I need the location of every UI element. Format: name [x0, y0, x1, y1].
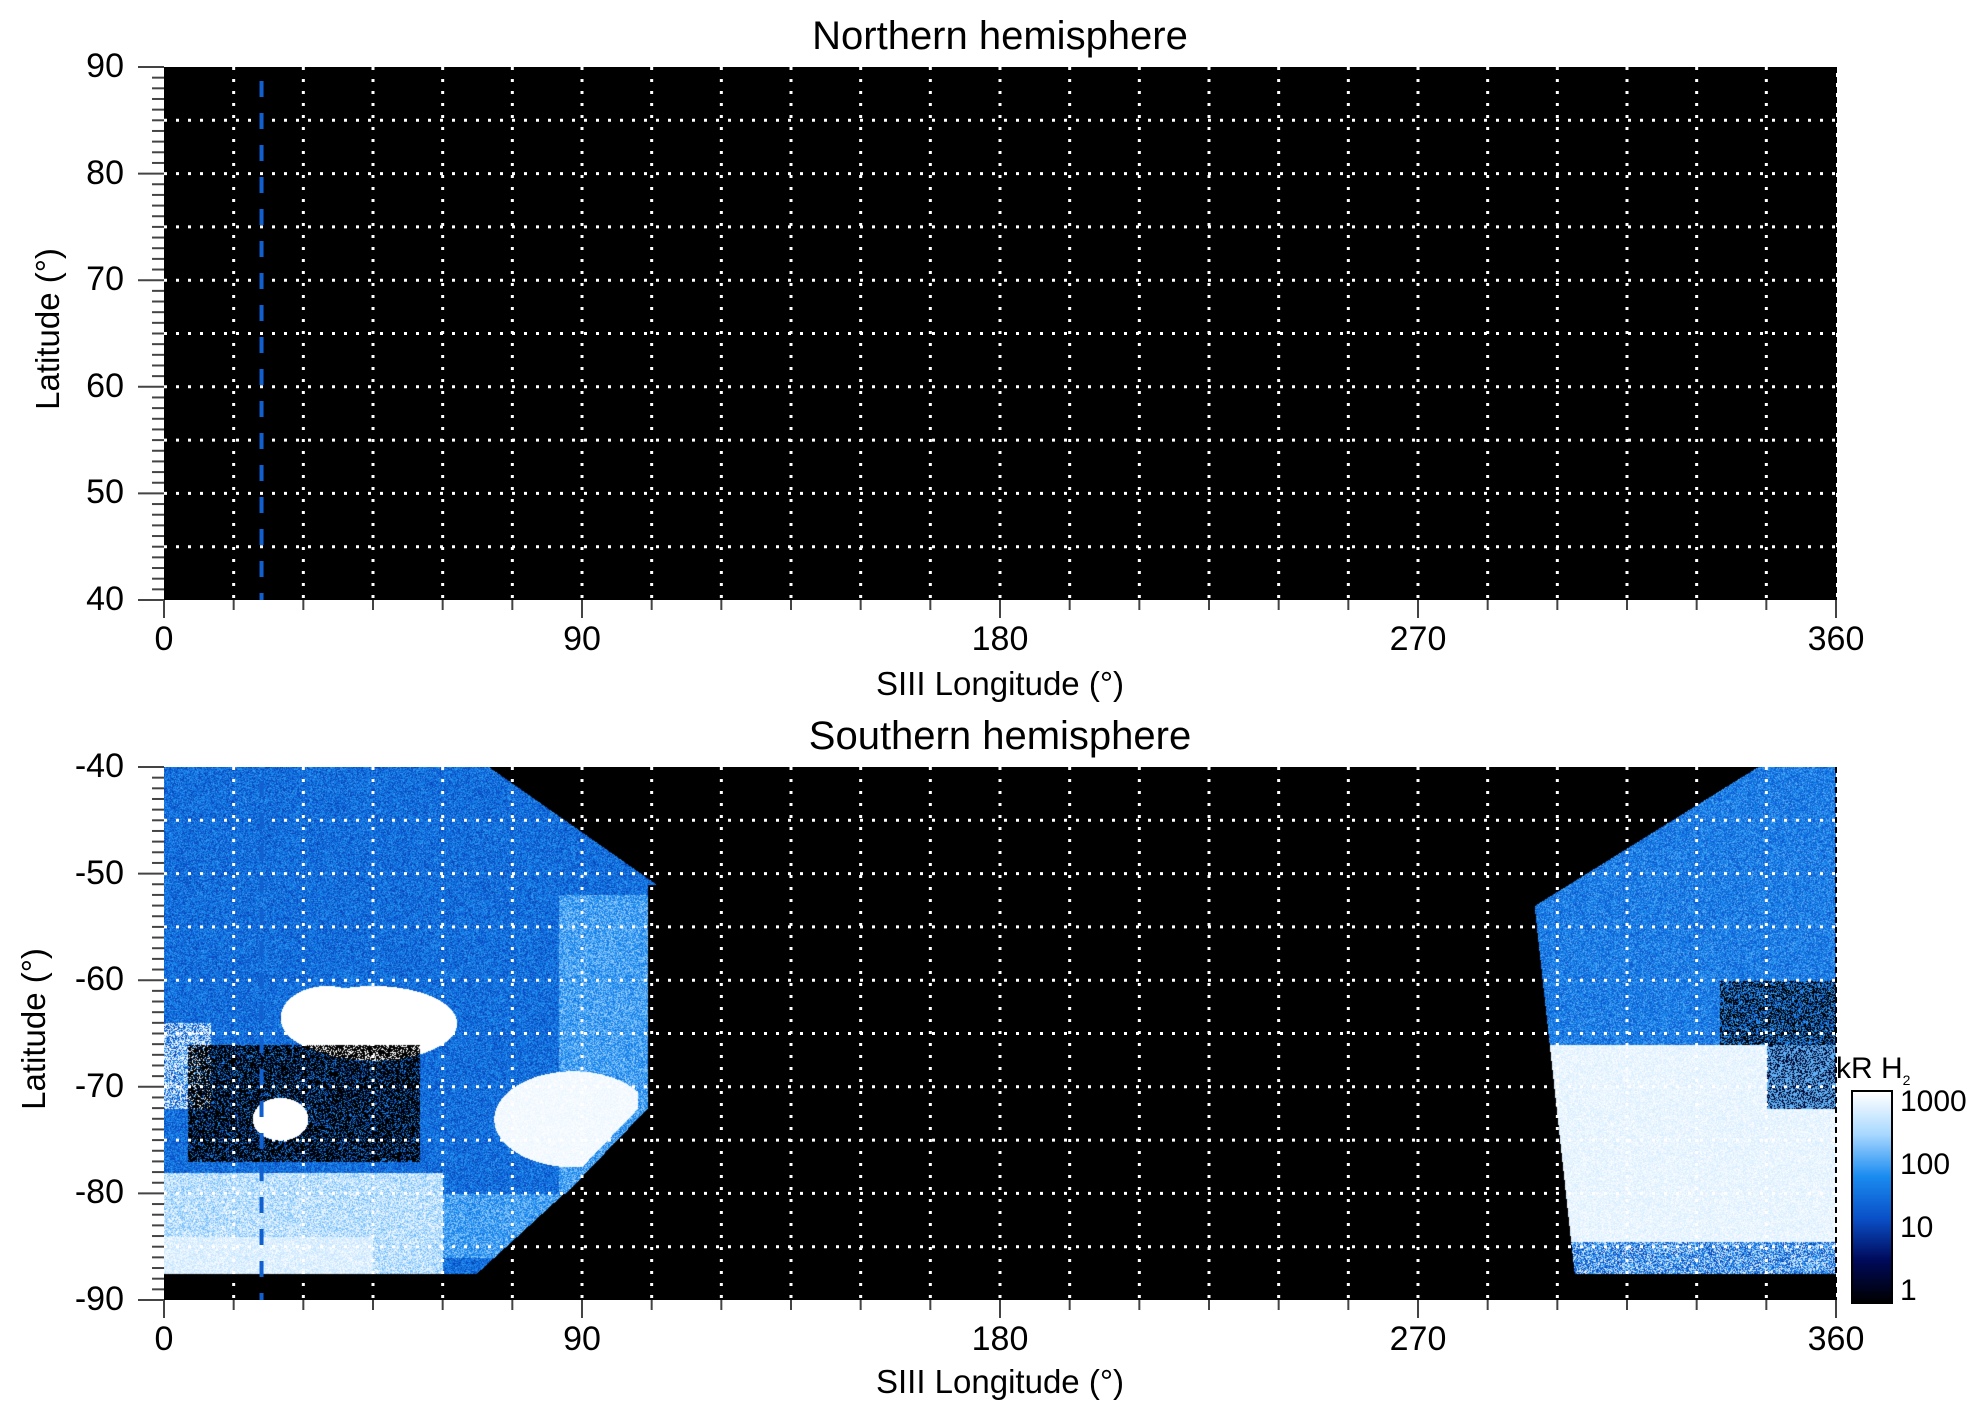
y-tick-label: -40: [74, 747, 124, 785]
south-xlabel: SIII Longitude (°): [876, 1363, 1124, 1400]
y-tick-label: 50: [86, 473, 124, 512]
x-tick-label: 360: [1807, 620, 1865, 658]
x-tick-label: 0: [154, 620, 174, 658]
colorbar-tick-label: 100: [1900, 1148, 1951, 1181]
x-tick-label: 180: [971, 1320, 1029, 1358]
north-title: Northern hemisphere: [812, 14, 1188, 58]
y-tick-label: 40: [86, 580, 124, 618]
south-title: Southern hemisphere: [808, 714, 1192, 758]
colorbar-label: kR H2: [1836, 1052, 1911, 1088]
x-tick-label: 0: [154, 1320, 174, 1358]
y-tick-label: 70: [86, 260, 124, 299]
y-tick-label: -50: [74, 853, 124, 892]
y-tick-label: 90: [86, 47, 124, 85]
colorbar-tick-label: 10: [1900, 1211, 1934, 1244]
north-xlabel: SIII Longitude (°): [876, 665, 1124, 702]
x-tick-label: 360: [1807, 1320, 1865, 1358]
colorbar: [1851, 1090, 1893, 1304]
x-tick-label: 90: [563, 620, 601, 658]
y-tick-label: -70: [74, 1066, 124, 1105]
colorbar-tick-label: 1: [1900, 1274, 1917, 1307]
y-tick-label: -80: [74, 1173, 124, 1212]
north-axes: [138, 66, 1837, 618]
x-tick-label: 90: [563, 1320, 601, 1358]
south-axes: [138, 766, 1837, 1318]
y-tick-label: -90: [74, 1280, 124, 1318]
x-tick-label: 270: [1389, 1320, 1447, 1358]
x-tick-label: 270: [1389, 620, 1447, 658]
colorbar-tick-label: 1000: [1900, 1085, 1967, 1118]
y-tick-label: -60: [74, 960, 124, 999]
x-tick-label: 180: [971, 620, 1029, 658]
y-tick-label: 80: [86, 153, 124, 192]
y-tick-label: 60: [86, 366, 124, 405]
